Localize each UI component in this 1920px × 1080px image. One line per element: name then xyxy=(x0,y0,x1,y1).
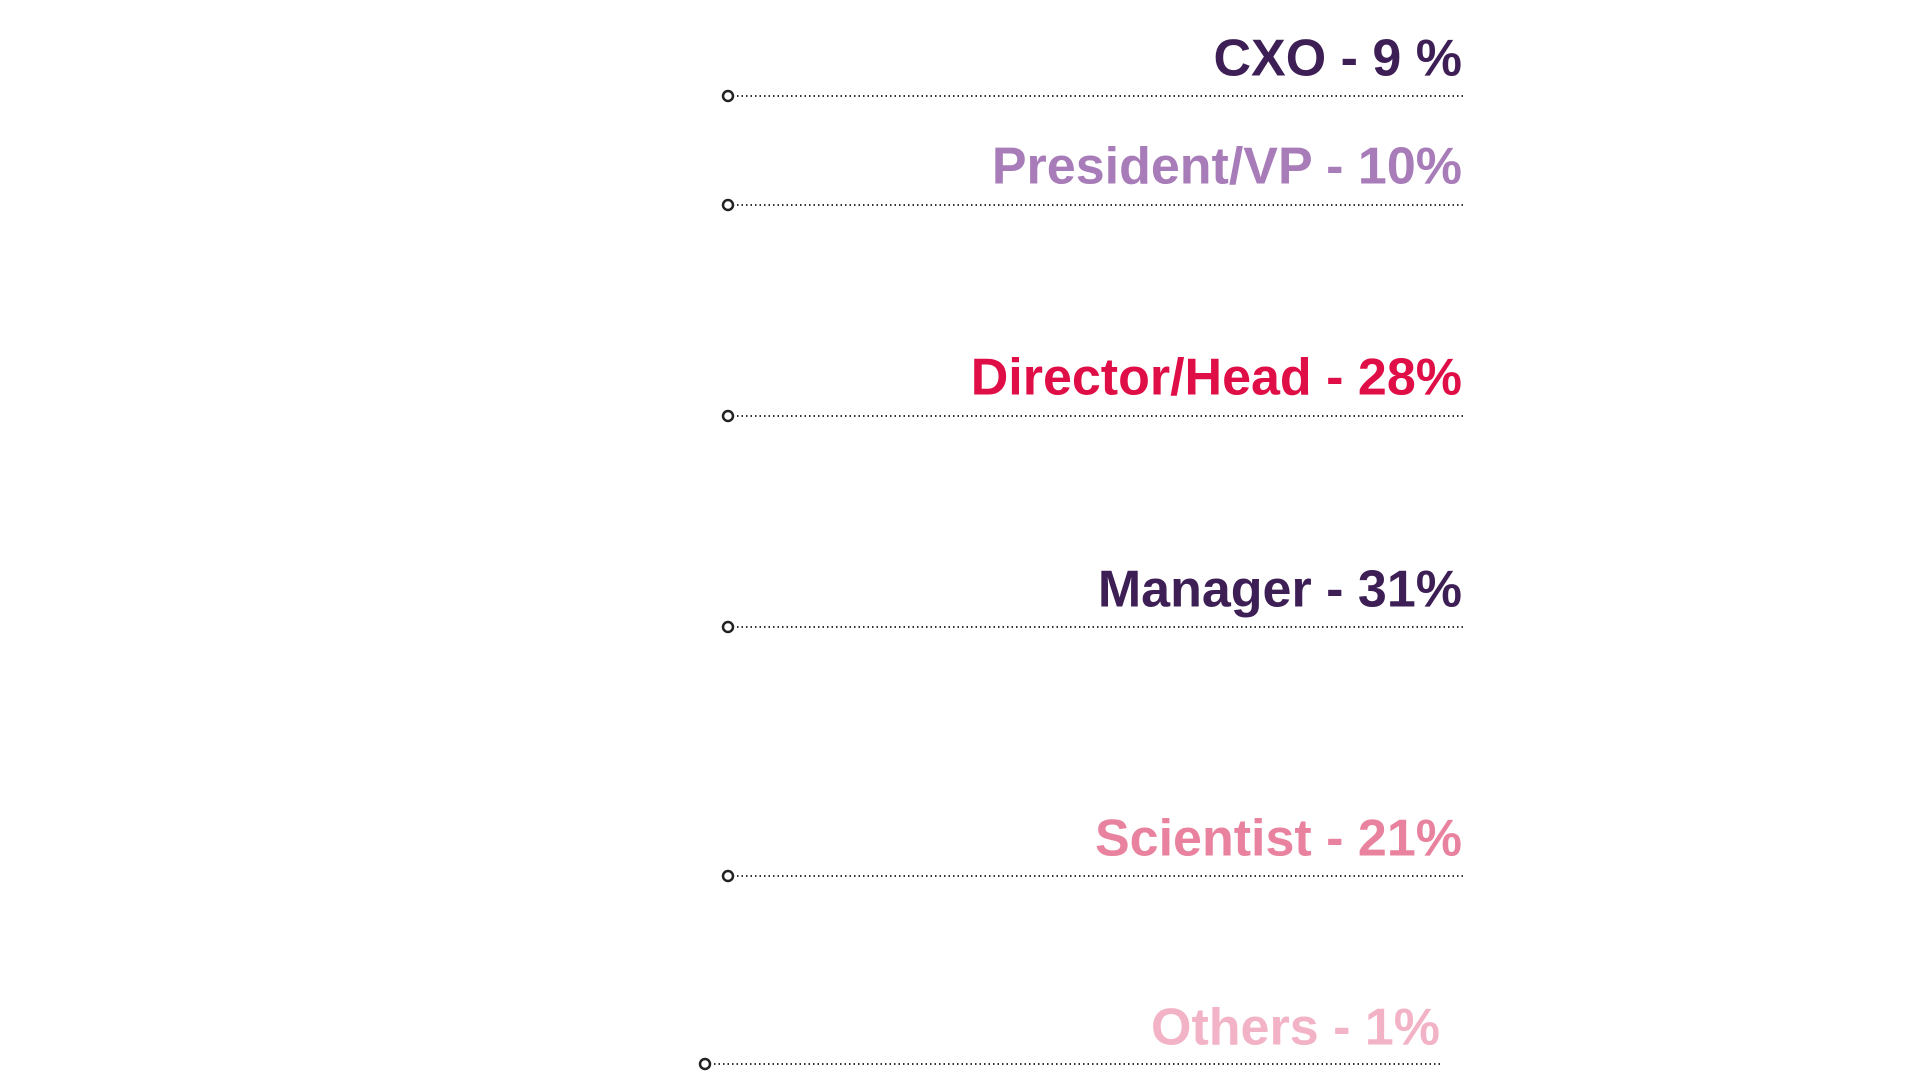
level-label: Scientist - 21% xyxy=(1095,810,1462,868)
leader-dot xyxy=(721,198,735,212)
leader-dot xyxy=(721,89,735,103)
level-label: President/VP - 10% xyxy=(992,138,1462,196)
leader-dot xyxy=(721,409,735,423)
level-label: Director/Head - 28% xyxy=(971,349,1462,407)
leader-dot xyxy=(721,869,735,883)
band-torso xyxy=(0,205,700,460)
level-label: CXO - 9 % xyxy=(1214,30,1463,88)
band-face xyxy=(0,130,700,205)
band-feet xyxy=(0,814,700,1080)
level-label: Others - 1% xyxy=(1151,999,1440,1057)
band-head xyxy=(0,0,700,130)
band-legs xyxy=(0,460,700,814)
silhouettes xyxy=(0,0,700,1080)
level-label: Manager - 31% xyxy=(1098,561,1462,619)
leader-dot xyxy=(698,1057,712,1071)
leader-dot xyxy=(721,620,735,634)
